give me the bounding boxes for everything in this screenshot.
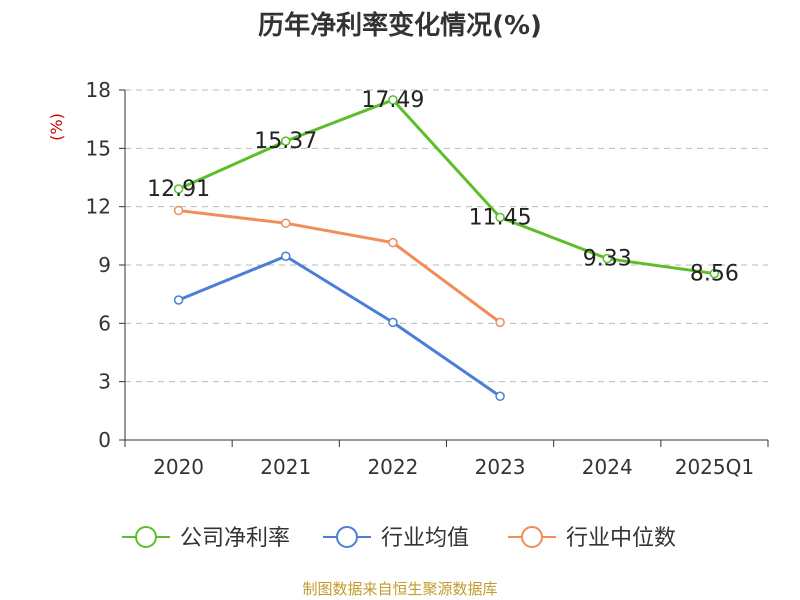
data-point <box>281 218 291 228</box>
series-layer <box>173 95 720 401</box>
data-label: 15.37 <box>254 129 317 154</box>
series-line-1 <box>178 254 501 398</box>
data-point <box>173 205 184 216</box>
chart-title: 历年净利率变化情况(%) <box>258 11 542 41</box>
legend-marker <box>521 526 543 548</box>
data-label: 17.49 <box>361 88 424 113</box>
legend-item: 公司净利率 <box>122 526 290 551</box>
data-point <box>281 136 291 146</box>
legend: 公司净利率 行业均值 行业中位数 <box>122 526 676 551</box>
data-point <box>495 391 505 401</box>
y-tick-label: 3 <box>98 370 111 394</box>
legend-label: 公司净利率 <box>180 526 290 551</box>
legend-label: 行业中位数 <box>566 526 676 551</box>
data-label: 8.56 <box>690 262 739 287</box>
data-label: 11.45 <box>469 205 532 230</box>
data-point <box>388 95 398 105</box>
y-tick-label: 6 <box>98 311 111 335</box>
data-point <box>388 237 398 248</box>
data-label: 9.33 <box>583 247 632 272</box>
data-point <box>281 251 291 261</box>
x-tick-label: 2023 <box>475 455 526 479</box>
legend-marker <box>135 526 157 548</box>
legend-item: 行业均值 <box>323 526 469 551</box>
y-axis-unit-label: (%) <box>47 113 66 141</box>
data-point <box>495 212 505 223</box>
data-point <box>495 317 505 328</box>
x-tick-label: 2021 <box>260 455 311 479</box>
legend-item: 行业中位数 <box>508 526 676 551</box>
series-line-0 <box>177 98 715 276</box>
label-layer: 12.91 15.37 17.49 11.45 9.33 8.56 <box>147 88 739 287</box>
data-point <box>173 295 184 305</box>
axis-layer: 0 3 6 9 12 15 18 2020 2021 2022 2023 2024 2025Q1 (%) <box>47 78 769 479</box>
data-point <box>173 184 184 194</box>
legend-label: 行业均值 <box>381 526 469 551</box>
data-source-note: 制图数据来自恒生聚源数据库 <box>302 580 498 598</box>
data-point <box>709 268 720 279</box>
x-tick-label: 2020 <box>153 455 204 479</box>
data-point <box>602 253 612 264</box>
data-label: 12.91 <box>147 177 210 202</box>
y-tick-label: 18 <box>86 78 111 102</box>
x-tick-label: 2025Q1 <box>675 455 754 479</box>
y-tick-label: 12 <box>86 195 111 219</box>
series-line-2 <box>178 209 501 324</box>
y-tick-label: 15 <box>86 136 111 160</box>
data-point <box>388 317 398 328</box>
y-tick-label: 9 <box>98 253 111 277</box>
x-tick-label: 2022 <box>367 455 418 479</box>
grid-layer <box>125 89 768 383</box>
x-tick-label: 2024 <box>582 455 633 479</box>
y-tick-label: 0 <box>98 428 111 452</box>
legend-marker <box>336 526 358 548</box>
